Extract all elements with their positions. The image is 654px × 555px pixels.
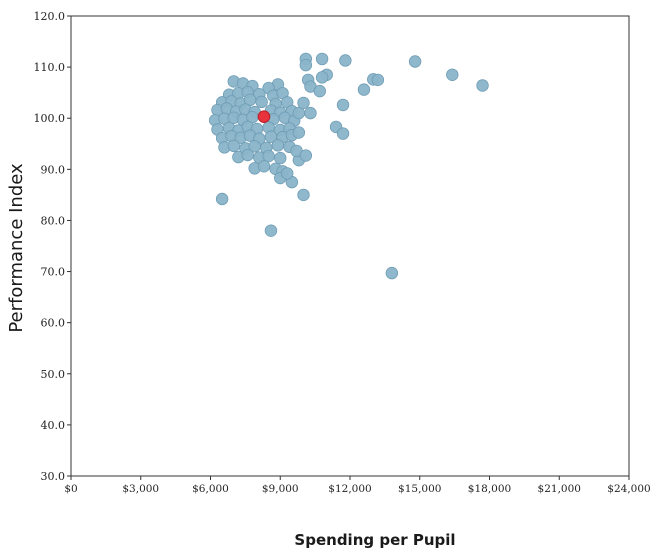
data-point <box>315 52 329 66</box>
y-tick-label: 100.0 <box>34 112 66 125</box>
y-axis-label: Performance Index <box>6 163 27 333</box>
data-point <box>227 139 240 153</box>
x-tick-label: $18,000 <box>468 483 511 495</box>
y-tick-label: 110.0 <box>34 61 66 74</box>
y-tick-label: 50.0 <box>41 368 66 381</box>
highlight-layer <box>257 110 271 123</box>
data-point <box>408 55 422 68</box>
x-axis-ticks: $0 $3,000 $6,000 $9,000 $12,000 $15,000 $18,00… <box>64 476 651 495</box>
y-tick-label: 30.0 <box>41 470 66 483</box>
data-point <box>371 73 385 87</box>
x-tick-label: $15,000 <box>398 483 441 495</box>
highlighted-data-point <box>257 110 271 123</box>
data-point <box>274 151 287 165</box>
data-point <box>313 84 326 98</box>
data-point <box>297 96 310 110</box>
x-tick-label: $0 <box>64 483 77 495</box>
data-point <box>336 127 350 140</box>
data-point <box>315 71 329 84</box>
y-axis-ticks: 30.0 40.0 50.0 60.0 70.0 80.0 90.0 100.0 110.0 12… <box>34 10 71 483</box>
data-point <box>255 95 268 109</box>
data-point <box>257 160 271 173</box>
data-point <box>336 98 350 112</box>
y-tick-label: 80.0 <box>41 214 66 227</box>
data-point <box>304 106 317 120</box>
plot-border <box>70 15 630 477</box>
data-point <box>271 139 285 152</box>
data-point <box>385 266 399 280</box>
x-axis-label: Spending per Pupil <box>294 531 455 549</box>
data-point <box>264 224 278 237</box>
data-point <box>299 149 313 162</box>
y-tick-label: 40.0 <box>41 419 66 432</box>
x-tick-label: $9,000 <box>262 483 299 495</box>
data-point <box>241 148 254 162</box>
x-tick-label: $21,000 <box>538 483 581 495</box>
data-point <box>281 167 294 180</box>
data-point <box>357 83 371 96</box>
y-tick-label: 120.0 <box>34 10 66 23</box>
data-point <box>446 68 459 81</box>
data-point <box>476 79 489 92</box>
x-tick-label: $24,000 <box>607 483 650 495</box>
data-point <box>215 192 229 206</box>
x-tick-label: $3,000 <box>122 483 159 495</box>
y-tick-label: 70.0 <box>41 266 66 279</box>
y-tick-label: 90.0 <box>41 163 66 176</box>
data-point <box>297 188 310 202</box>
data-point <box>292 126 306 139</box>
data-point <box>339 54 352 67</box>
x-tick-label: $12,000 <box>328 483 371 495</box>
x-tick-label: $6,000 <box>192 483 229 495</box>
data-points <box>208 52 489 280</box>
data-point <box>299 58 313 72</box>
y-tick-label: 60.0 <box>41 317 66 330</box>
plot-frame <box>70 15 630 477</box>
